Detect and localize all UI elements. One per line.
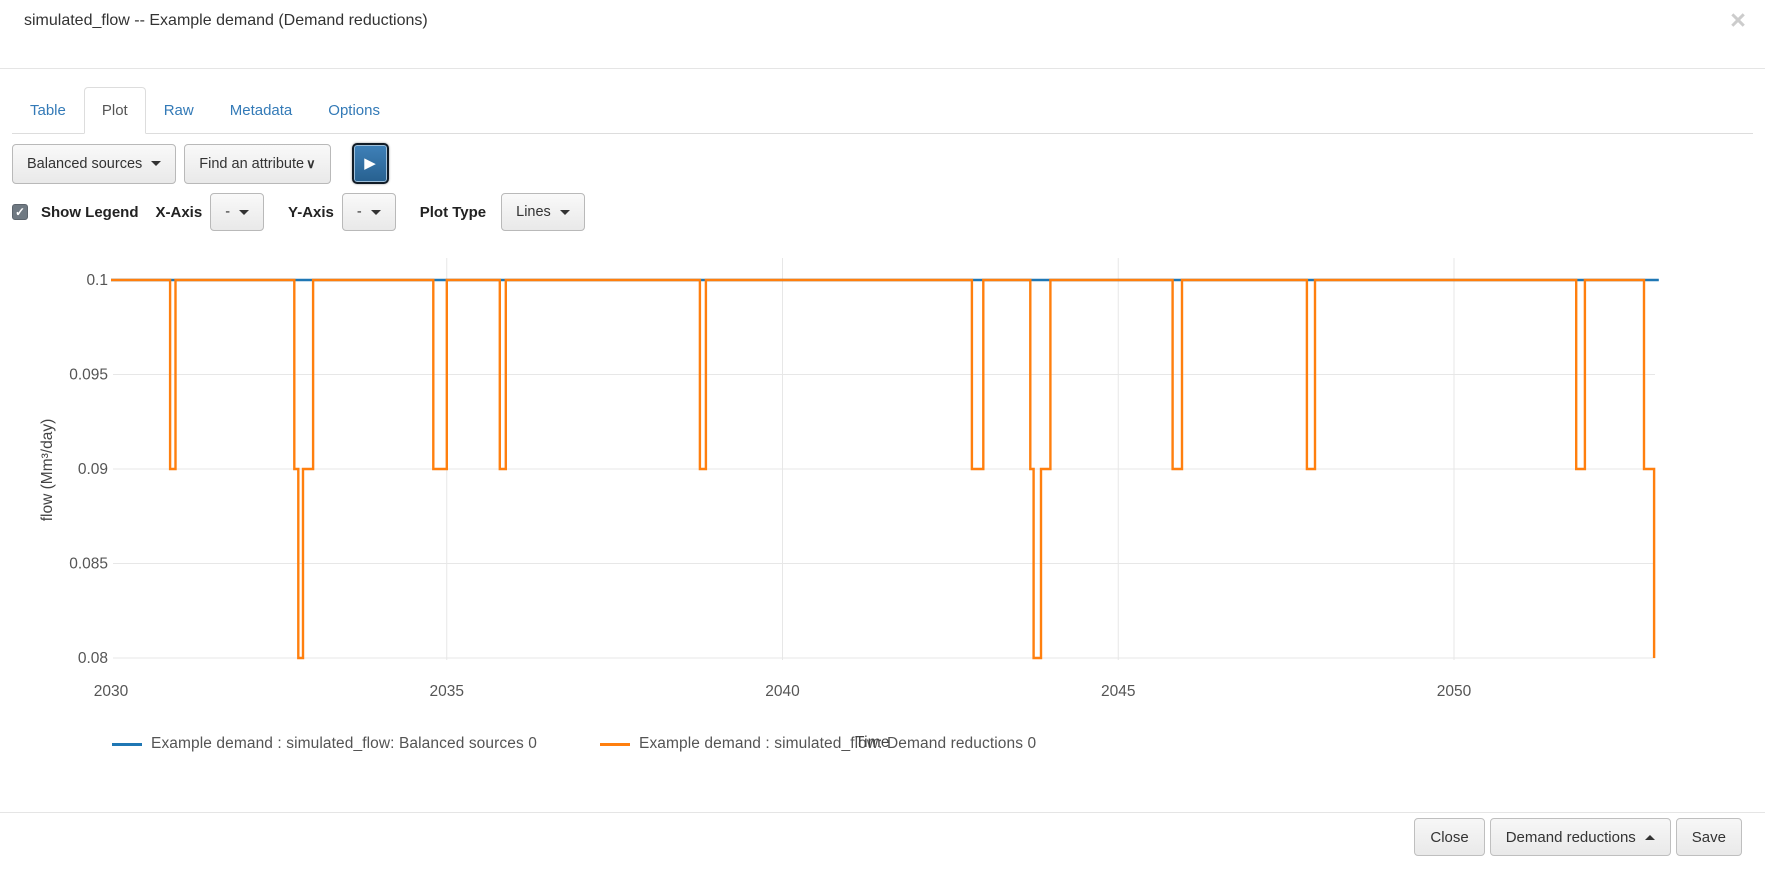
toolbar: Balanced sources Find an attribute ∨ ▶: [12, 143, 389, 184]
plot-controls: ✓ Show Legend X-Axis - Y-Axis - Plot Typ…: [12, 192, 585, 232]
show-legend-checkbox[interactable]: ✓: [12, 204, 28, 220]
variant-dropdown-button[interactable]: Demand reductions: [1489, 818, 1671, 856]
play-icon: ▶: [364, 155, 376, 172]
close-icon[interactable]: ×: [1730, 5, 1746, 35]
tab-plot[interactable]: Plot: [83, 87, 146, 134]
legend-label: Example demand : simulated_flow: Balance…: [151, 735, 537, 752]
y-axis-dropdown[interactable]: -: [341, 193, 396, 231]
legend-label: Example demand : simulated_flow: Demand …: [639, 735, 1037, 752]
x-tick-label: 2030: [94, 683, 129, 700]
variant-dropdown-label: Demand reductions: [1505, 828, 1636, 846]
tab-options[interactable]: Options: [328, 102, 380, 119]
caret-up-icon: [1644, 834, 1655, 840]
legend-item-demand-reductions[interactable]: Example demand : simulated_flow: Demand …: [600, 735, 1036, 753]
tab-metadata[interactable]: Metadata: [229, 102, 293, 119]
plot-type-dropdown[interactable]: Lines: [501, 193, 585, 231]
x-tick-label: 2035: [430, 683, 464, 700]
y-axis-label: Y-Axis: [288, 203, 334, 221]
x-axis-title: Time: [855, 734, 890, 751]
series-line-1: [111, 278, 1656, 660]
y-tick-label: 0.095: [69, 367, 108, 384]
plot-type-dropdown-value: Lines: [516, 204, 551, 220]
y-tick-label: 0.085: [69, 556, 108, 573]
x-tick-label: 2045: [1101, 683, 1135, 700]
y-tick-label: 0.09: [78, 461, 108, 478]
legend-line-swatch-blue: [112, 742, 142, 746]
footer-divider: [0, 812, 1765, 813]
tab-raw[interactable]: Raw: [163, 102, 194, 119]
y-axis-dropdown-value: -: [356, 204, 362, 220]
x-axis-dropdown-value: -: [225, 204, 231, 220]
caret-down-icon: [151, 161, 162, 166]
header-divider: [0, 68, 1765, 69]
x-axis-dropdown[interactable]: -: [210, 193, 265, 231]
footer: Close Demand reductions Save: [1414, 818, 1742, 856]
close-button[interactable]: Close: [1414, 818, 1485, 856]
plot-type-label: Plot Type: [419, 203, 487, 221]
tab-table[interactable]: Table: [30, 102, 66, 119]
caret-down-icon: [559, 209, 570, 215]
play-button[interactable]: ▶: [351, 143, 389, 184]
legend-item-balanced-sources[interactable]: Example demand : simulated_flow: Balance…: [112, 735, 537, 753]
x-axis-label: X-Axis: [155, 203, 203, 221]
y-tick-label: 0.08: [78, 650, 108, 667]
x-tick-label: 2040: [765, 683, 800, 700]
close-button-label: Close: [1430, 828, 1469, 846]
x-tick-label: 2050: [1437, 683, 1472, 700]
scenario-dropdown-value: Balanced sources: [27, 155, 143, 172]
show-legend-label: Show Legend: [41, 203, 139, 221]
scenario-dropdown[interactable]: Balanced sources: [12, 143, 177, 184]
page-title: simulated_flow -- Example demand (Demand…: [24, 12, 428, 29]
tab-bar: Table Plot Raw Metadata Options: [12, 87, 1753, 134]
save-button-label: Save: [1691, 828, 1726, 846]
save-button[interactable]: Save: [1675, 818, 1742, 856]
legend-line-swatch-orange: [600, 742, 630, 746]
y-tick-label: 0.1: [86, 272, 108, 289]
attribute-dropdown[interactable]: Find an attribute ∨: [184, 143, 331, 184]
caret-down-icon: [370, 209, 381, 215]
y-axis-title: flow (Mm³/day): [39, 419, 56, 521]
caret-down-icon: [239, 209, 250, 215]
attribute-dropdown-value: Find an attribute: [199, 155, 305, 172]
chevron-down-icon: ∨: [306, 155, 316, 171]
